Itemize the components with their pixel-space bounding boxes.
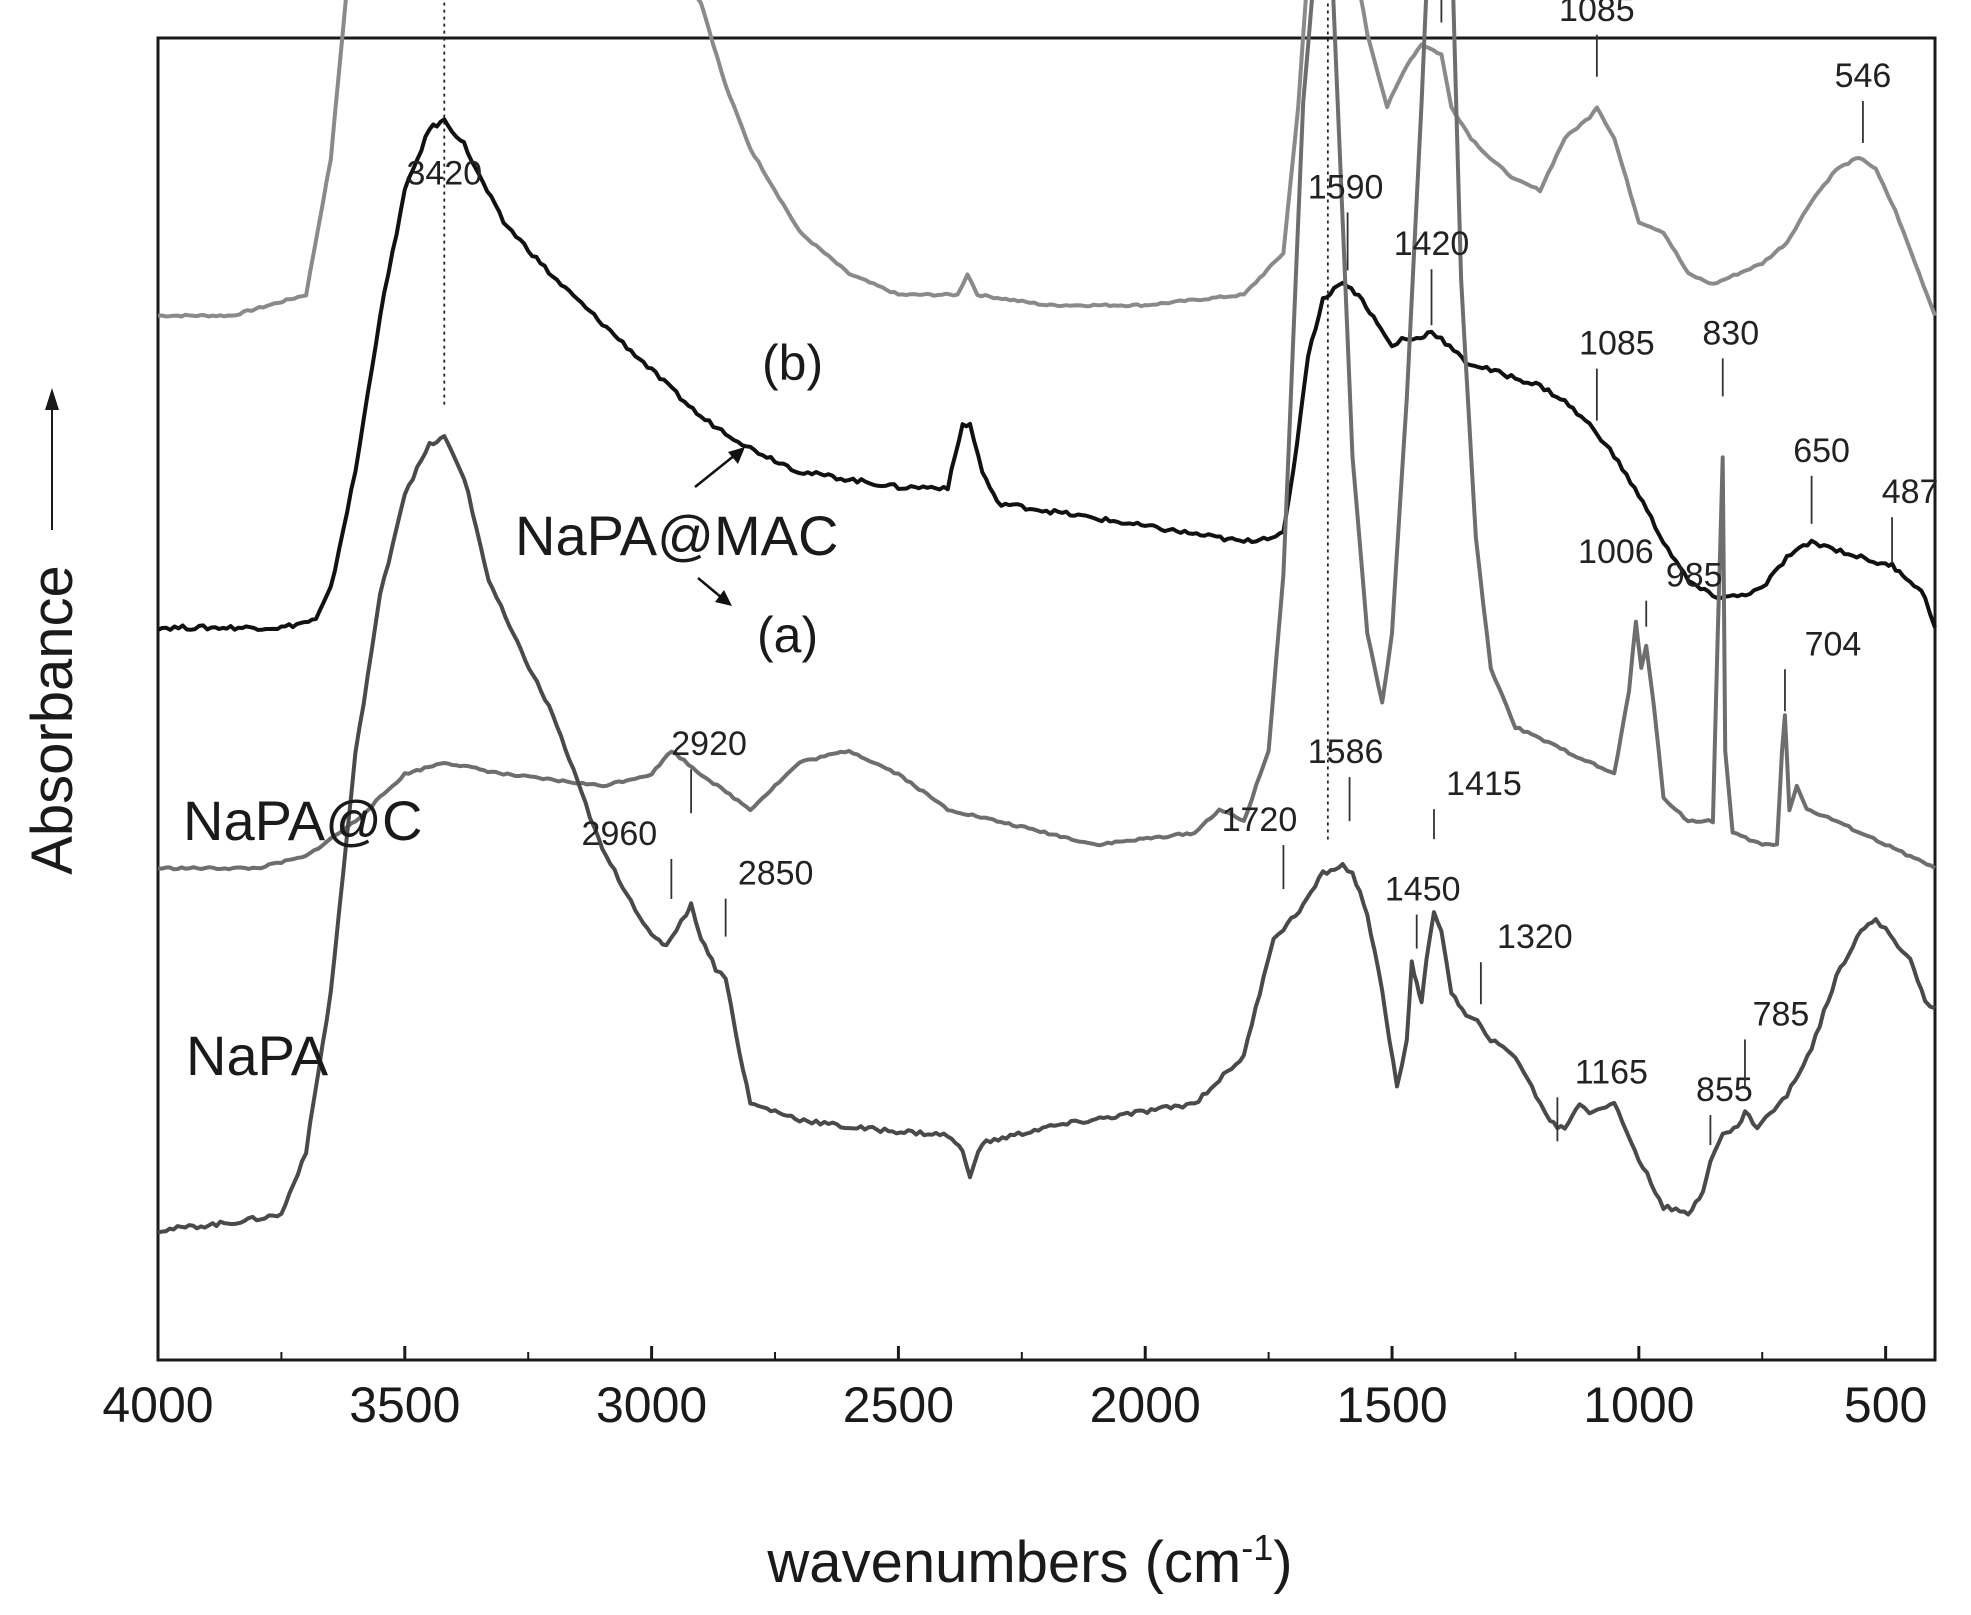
reference-lines (443, 0, 1329, 842)
series-label-napa: NaPA (186, 1024, 329, 1087)
x-axis-title: wavenumbers (cm-1) (766, 1527, 1292, 1595)
group-label-napa-mac: NaPA@MAC (515, 504, 838, 567)
series-line-napa-c (157, 0, 1937, 872)
peak-label-2920: 2920 (671, 725, 747, 763)
peak-label-785: 785 (1753, 995, 1810, 1033)
x-tick-label-3000: 3000 (596, 1377, 707, 1433)
series-line-napa-mac-a- (157, 117, 1937, 632)
peak-label-1720: 1720 (1222, 801, 1298, 839)
x-tick-label-2500: 2500 (843, 1377, 954, 1433)
x-tick-label-2000: 2000 (1090, 1377, 1201, 1433)
arrow-to-b (694, 447, 745, 488)
peak-label-1415: 1415 (1446, 765, 1522, 803)
x-axis-title-main: wavenumbers (cm (766, 1530, 1241, 1595)
series-line-napa (157, 434, 1936, 1235)
peak-label-487: 487 (1882, 473, 1939, 511)
series-label-a: (a) (757, 607, 818, 663)
peak-label-650: 650 (1793, 432, 1850, 470)
x-axis-title-close: ) (1273, 1530, 1292, 1595)
peak-annotations: 1630140010855461590142010856504873420164… (406, 0, 1939, 1146)
x-axis: 4000 3500 3000 2500 2000 1500 1000 500 (102, 1346, 1927, 1433)
peak-label-3420: 3420 (406, 155, 482, 193)
plot-frame (156, 36, 1937, 1362)
peak-label-830: 830 (1702, 314, 1759, 352)
x-tick-label-500: 500 (1844, 1377, 1927, 1433)
peak-label-1165: 1165 (1575, 1053, 1648, 1091)
peak-label-1450: 1450 (1385, 871, 1461, 909)
peak-label-1006: 1006 (1578, 533, 1654, 571)
series-label-napa-c: NaPA@C (183, 789, 422, 852)
peak-label-2850: 2850 (738, 855, 814, 893)
peak-label-2960: 2960 (582, 815, 658, 853)
x-tick-label-4000: 4000 (102, 1377, 213, 1433)
peak-label-855: 855 (1696, 1071, 1753, 1109)
peak-label-1085: 1085 (1559, 0, 1635, 29)
x-axis-title-superscript: -1 (1241, 1527, 1273, 1568)
peak-label-704: 704 (1805, 625, 1862, 663)
x-tick-label-1000: 1000 (1583, 1377, 1694, 1433)
spectra-series (157, 0, 1937, 1235)
series-label-b: (b) (762, 335, 823, 391)
x-tick-label-1500: 1500 (1336, 1377, 1447, 1433)
peak-label-985: 985 (1666, 557, 1723, 595)
peak-label-1586: 1586 (1308, 733, 1384, 771)
y-axis-title: Absorbance (20, 565, 85, 875)
peak-label-1085: 1085 (1579, 325, 1655, 363)
arrow-to-a (697, 577, 732, 606)
peak-label-1320: 1320 (1497, 918, 1573, 956)
peak-label-1420: 1420 (1394, 225, 1470, 263)
y-axis-arrow (45, 388, 59, 530)
x-tick-label-3500: 3500 (349, 1377, 460, 1433)
peak-label-1590: 1590 (1308, 168, 1384, 206)
peak-label-546: 546 (1835, 57, 1892, 95)
series-line-napa-mac-b- (157, 0, 1937, 319)
